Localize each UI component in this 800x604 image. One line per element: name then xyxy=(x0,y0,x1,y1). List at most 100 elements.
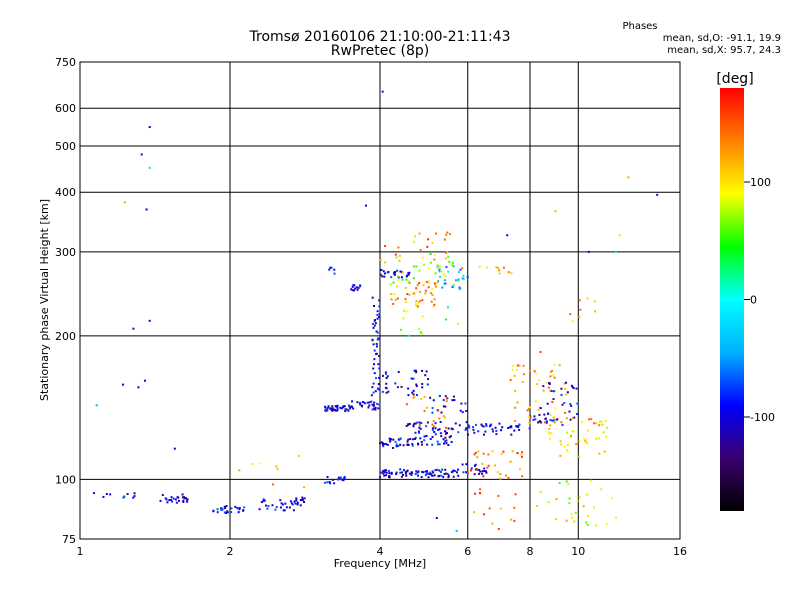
echo-point xyxy=(415,470,418,473)
echo-point xyxy=(611,497,614,500)
echo-point xyxy=(514,389,517,392)
echo-point xyxy=(336,404,339,407)
echo-point xyxy=(593,300,596,303)
echo-point xyxy=(522,364,525,367)
echo-point xyxy=(444,257,447,260)
echo-point xyxy=(223,505,226,508)
echo-point xyxy=(514,419,517,422)
echo-point xyxy=(404,470,407,473)
echo-point xyxy=(415,385,418,388)
echo-point xyxy=(548,427,551,430)
echo-point xyxy=(499,477,502,480)
echo-point xyxy=(548,382,551,385)
echo-point xyxy=(571,417,574,420)
echo-point xyxy=(145,208,148,211)
echo-point xyxy=(251,462,254,465)
echo-point xyxy=(377,383,380,386)
echo-point xyxy=(474,463,477,466)
echo-point xyxy=(588,418,591,421)
echo-point xyxy=(382,470,385,473)
echo-point xyxy=(487,453,490,456)
echo-point xyxy=(401,278,404,281)
echo-point xyxy=(137,386,140,389)
echo-point xyxy=(375,345,378,348)
echo-point xyxy=(549,418,552,421)
echo-point xyxy=(656,193,659,196)
echo-point xyxy=(443,473,446,476)
echo-point xyxy=(383,272,386,275)
echo-point xyxy=(548,437,551,440)
echo-point xyxy=(397,246,400,249)
echo-point xyxy=(442,475,445,478)
echo-point xyxy=(461,411,464,414)
echo-point xyxy=(404,298,407,301)
echo-point xyxy=(373,372,376,375)
echo-point xyxy=(356,288,359,291)
echo-point xyxy=(445,266,448,269)
echo-point xyxy=(432,471,435,474)
echo-point xyxy=(551,401,554,404)
echo-point xyxy=(572,430,575,433)
echo-point xyxy=(466,471,469,474)
echo-point xyxy=(303,497,306,500)
echo-point xyxy=(554,517,557,520)
echo-point xyxy=(95,404,98,407)
echo-point xyxy=(586,493,589,496)
echo-point xyxy=(561,403,564,406)
echo-point xyxy=(382,270,385,273)
echo-point xyxy=(181,496,184,499)
echo-point xyxy=(394,253,397,256)
echo-point xyxy=(582,505,585,508)
echo-point xyxy=(185,498,188,501)
echo-point xyxy=(407,334,410,337)
echo-point xyxy=(374,322,377,325)
x-axis-label: Frequency [MHz] xyxy=(334,557,426,570)
stats-header: Phases xyxy=(622,21,657,32)
echo-point xyxy=(399,437,402,440)
echo-point xyxy=(443,279,446,282)
echo-point xyxy=(432,399,435,402)
echo-point xyxy=(391,446,394,449)
echo-point xyxy=(538,379,541,382)
echo-point xyxy=(419,427,422,430)
echo-point xyxy=(444,251,447,254)
echo-point xyxy=(271,504,274,507)
echo-point xyxy=(511,450,514,453)
echo-point xyxy=(479,488,482,491)
echo-point xyxy=(476,456,479,459)
echo-point xyxy=(285,506,288,509)
echo-point xyxy=(408,282,411,285)
echo-point xyxy=(374,318,377,321)
echo-point xyxy=(416,442,419,445)
echo-point xyxy=(399,468,402,471)
echo-point xyxy=(378,299,381,302)
echo-point xyxy=(393,273,396,276)
echo-point xyxy=(566,391,569,394)
echo-point xyxy=(410,474,413,477)
echo-point xyxy=(372,326,375,329)
echo-point xyxy=(337,478,340,481)
echo-point xyxy=(433,282,436,285)
echo-point xyxy=(580,421,583,424)
echo-point xyxy=(343,475,346,478)
echo-point xyxy=(344,410,347,413)
echo-point xyxy=(502,266,505,269)
echo-point xyxy=(434,284,437,287)
echo-point xyxy=(555,498,558,501)
echo-point xyxy=(102,495,105,498)
echo-point xyxy=(584,439,587,442)
echo-point xyxy=(428,473,431,476)
echo-point xyxy=(335,405,338,408)
echo-point xyxy=(598,437,601,440)
echo-point xyxy=(545,421,548,424)
echo-point xyxy=(454,422,457,425)
echo-point xyxy=(438,469,441,472)
echo-point xyxy=(498,272,501,275)
echo-point xyxy=(186,500,189,503)
echo-point xyxy=(378,355,381,358)
echo-point xyxy=(593,506,596,509)
echo-point xyxy=(565,393,568,396)
echo-point xyxy=(444,436,447,439)
echo-point xyxy=(281,503,284,506)
echo-point xyxy=(569,418,572,421)
